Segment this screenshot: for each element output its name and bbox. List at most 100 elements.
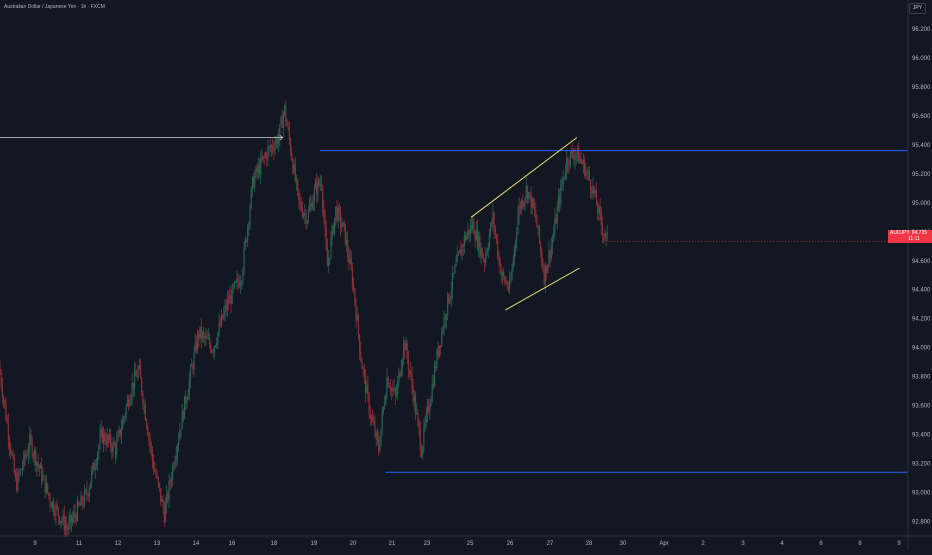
candle-body — [283, 105, 286, 115]
candle-body — [530, 192, 532, 209]
candle-body — [310, 202, 312, 207]
time-tick-label: 14 — [193, 541, 200, 547]
candle-body — [135, 371, 137, 376]
price-axis[interactable]: 92.800 93.000 93.200 93.400 93.600 93.800 94.0… — [907, 0, 931, 550]
candle-body — [416, 412, 418, 414]
candle-body — [58, 515, 61, 523]
candle-body — [422, 446, 424, 457]
candle-body — [179, 430, 181, 440]
candle-body — [469, 225, 471, 235]
candle-body — [258, 165, 261, 175]
symbol-title[interactable]: Australian Dollar / Japanese Yen · 1h · … — [4, 4, 105, 10]
candle-body — [418, 420, 420, 430]
candle-body — [239, 283, 242, 287]
candle-body — [305, 213, 307, 224]
candle-body — [387, 377, 389, 387]
candle-body — [564, 172, 567, 177]
candle-body — [187, 393, 189, 400]
candle-body — [197, 333, 199, 351]
candle-body — [38, 465, 40, 469]
candle-body — [35, 450, 37, 467]
time-axis[interactable]: 9 11 12 13 14 16 18 19 20 21 23 25 26 27 28 30 Apr 2 3 4 6 8 9 — [0, 535, 932, 547]
candle-body — [425, 412, 427, 424]
candle-body — [586, 171, 588, 173]
candle-body — [92, 463, 94, 471]
candle-body — [486, 251, 488, 255]
candle-body — [589, 180, 592, 191]
candle-body — [250, 188, 252, 208]
candle-body — [102, 432, 105, 443]
candle-body — [253, 177, 255, 188]
candle-body — [200, 326, 202, 339]
candle-body — [266, 154, 268, 160]
candle-body — [82, 503, 84, 505]
candle-body — [144, 404, 146, 420]
candle-body — [461, 245, 463, 256]
candle-body — [72, 518, 74, 523]
candle-body — [138, 365, 140, 369]
candle-body — [493, 212, 495, 229]
time-tick-label: 4 — [780, 541, 784, 547]
candle-body — [591, 190, 593, 195]
candle-body — [8, 439, 11, 447]
candle-body — [385, 396, 387, 404]
candle-body — [235, 281, 237, 283]
candle-body — [105, 441, 107, 445]
candle-body — [270, 145, 273, 149]
candle-body — [443, 316, 445, 330]
candle-body — [563, 176, 565, 179]
candle-body — [236, 278, 238, 282]
candle-body — [534, 207, 536, 211]
candle-body — [17, 472, 19, 491]
candle-body — [429, 405, 431, 412]
time-tick-label: 28 — [586, 541, 593, 547]
candle-body — [342, 222, 344, 227]
candle-body — [216, 343, 218, 346]
candle-body — [373, 421, 375, 425]
candle-body — [268, 146, 270, 148]
candle-body — [351, 268, 354, 287]
price-tick-label: 94.000 — [912, 346, 931, 352]
candle-body — [199, 326, 201, 338]
candle-body — [599, 206, 601, 214]
candle-body — [97, 453, 99, 464]
time-tick-label: 13 — [154, 541, 161, 547]
candle-body — [568, 164, 570, 166]
candle-body — [395, 393, 398, 395]
currency-badge[interactable]: JPY — [909, 3, 926, 14]
candle-body — [117, 434, 119, 442]
time-tick-label: 18 — [271, 541, 278, 547]
candle-body — [355, 302, 357, 321]
candle-body — [441, 331, 443, 346]
candle-body — [142, 393, 144, 405]
candle-body — [464, 235, 467, 241]
candle-body — [329, 257, 331, 259]
candle-body — [114, 445, 117, 455]
price-tag-symbol: AUDJPY — [890, 230, 910, 236]
candle-body — [566, 157, 568, 173]
candle-body — [494, 228, 496, 235]
candle-body — [538, 226, 540, 243]
candle-body — [6, 419, 8, 423]
candle-body — [442, 329, 444, 332]
candle-body — [0, 365, 1, 374]
candle-body — [551, 240, 554, 246]
candle-body — [386, 377, 388, 397]
candle-body — [56, 505, 58, 508]
drawings[interactable] — [0, 134, 908, 473]
candle-body — [574, 155, 576, 161]
candle-body — [139, 365, 142, 378]
time-tick-label: 12 — [115, 541, 122, 547]
candle-body — [124, 415, 126, 418]
candle-body — [141, 377, 143, 394]
candle-body — [437, 349, 439, 356]
candle-body — [582, 159, 585, 165]
candle-body — [367, 385, 369, 395]
time-tick-label: Apr — [659, 541, 668, 547]
candle-body — [473, 221, 475, 235]
candle-body — [162, 499, 164, 509]
candle-body — [1, 386, 3, 398]
candle-body — [397, 381, 399, 394]
